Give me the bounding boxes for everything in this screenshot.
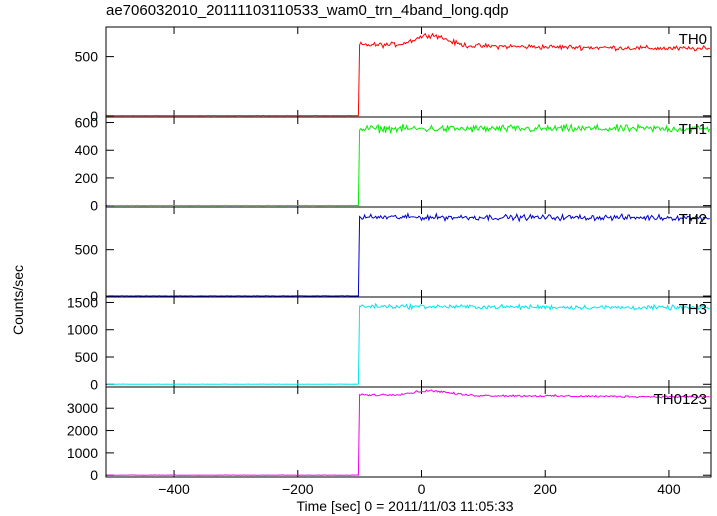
y-tick-label: 1000: [67, 445, 98, 461]
y-tick-label: 2000: [67, 423, 98, 439]
x-tick-label: −200: [282, 481, 314, 497]
panel-frame-th2: [105, 206, 712, 298]
panel-frame-th3: [105, 296, 712, 388]
panel-label-th2: TH2: [679, 211, 707, 228]
y-tick-label: 0: [90, 108, 98, 124]
y-tick-label: 1500: [67, 294, 98, 310]
y-tick-label: 0: [90, 288, 98, 304]
y-tick-label: 400: [75, 142, 99, 158]
x-tick-label: 0: [418, 481, 426, 497]
chart-title: ae706032010_20111103110533_wam0_trn_4ban…: [106, 2, 509, 19]
y-tick-label: 500: [75, 49, 99, 65]
series-line-th2: [107, 212, 710, 297]
panel-label-th0: TH0: [679, 31, 707, 48]
y-tick-label: 200: [75, 170, 99, 186]
panel-label-th3: TH3: [679, 301, 707, 318]
series-line-th0123: [107, 389, 710, 476]
y-tick-label: 0: [90, 467, 98, 483]
y-tick-label: 3000: [67, 400, 98, 416]
y-tick-label: 500: [75, 242, 99, 258]
y-tick-label: 0: [90, 198, 98, 214]
series-line-th3: [107, 302, 710, 385]
series-line-th0: [107, 32, 711, 117]
y-tick-label: 0: [90, 376, 98, 392]
panel-label-th0123: TH0123: [654, 391, 707, 408]
y-tick-label: 1000: [67, 322, 98, 338]
panel-frame-th0123: [105, 386, 712, 478]
panel-label-th1: TH1: [679, 121, 707, 138]
panel-frame-th0: [105, 26, 712, 118]
y-tick-label: 500: [75, 349, 99, 365]
x-tick-label: 400: [657, 481, 681, 497]
series-line-th1: [107, 122, 711, 207]
x-axis-label: Time [sec] 0 = 2011/11/03 11:05:33: [296, 498, 514, 514]
x-tick-label: −400: [158, 481, 190, 497]
x-tick-label: 200: [534, 481, 558, 497]
y-tick-label: 600: [75, 115, 99, 131]
panel-frame-th1: [105, 116, 712, 208]
